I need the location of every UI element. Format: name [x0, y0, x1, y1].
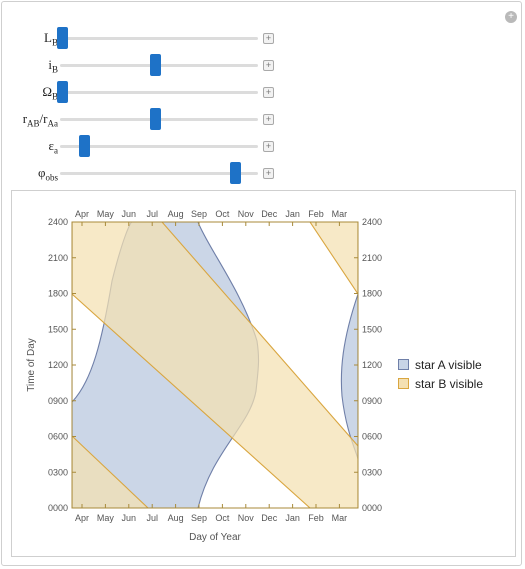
- x-tick-label-top: Sep: [191, 209, 207, 219]
- x-tick-label-bottom: Dec: [261, 513, 278, 523]
- slider-label: ΩB: [42, 84, 58, 102]
- x-tick-label-top: Jul: [146, 209, 158, 219]
- x-tick-label-bottom: Aug: [168, 513, 184, 523]
- y-tick-label-left: 1500: [48, 324, 68, 334]
- slider-thumb[interactable]: [150, 108, 161, 130]
- y-tick-label-left: 0900: [48, 396, 68, 406]
- x-tick-label-bottom: May: [97, 513, 115, 523]
- x-tick-label-top: Apr: [75, 209, 89, 219]
- slider-track[interactable]: [60, 145, 258, 148]
- visibility-bands: [72, 222, 358, 508]
- x-tick-label-top: Oct: [215, 209, 230, 219]
- slider-thumb[interactable]: [57, 81, 68, 103]
- x-tick-label-bottom: Jan: [285, 513, 300, 523]
- x-ticks-bottom: Apr May Jun Jul Aug Sep Oct Nov Dec Jan Feb Mar: [75, 504, 347, 523]
- slider-expand-button[interactable]: +: [263, 141, 274, 152]
- plot-panel: Apr May Jun Jul Aug Sep Oct Nov Dec Jan Feb Mar Apr…: [11, 190, 516, 557]
- y-tick-label-right: 2100: [362, 253, 382, 263]
- slider-row-3: rAB/rAa +: [0, 108, 290, 130]
- y-ticks-left: 0000 0300 0600 0900 1200 1500 1800 2100 2400: [48, 217, 76, 513]
- slider-track[interactable]: [60, 172, 258, 175]
- y-tick-label-left: 2400: [48, 217, 68, 227]
- slider-row-4: εa +: [0, 135, 290, 157]
- slider-row-0: LB +: [0, 27, 290, 49]
- x-ticks-top: Apr May Jun Jul Aug Sep Oct Nov Dec Jan Feb Mar: [75, 209, 347, 226]
- y-tick-label-right: 0600: [362, 432, 382, 442]
- legend: star A visible star B visible: [398, 355, 483, 393]
- slider-thumb[interactable]: [79, 135, 91, 157]
- y-tick-label-left: 1800: [48, 289, 68, 299]
- x-tick-label-bottom: Apr: [75, 513, 89, 523]
- star-b-band-bottom: [72, 435, 149, 508]
- slider-row-5: φobs +: [0, 162, 290, 184]
- y-tick-label-right: 1800: [362, 289, 382, 299]
- x-tick-label-top: Jan: [285, 209, 300, 219]
- x-tick-label-top: Dec: [261, 209, 278, 219]
- y-tick-label-left: 0300: [48, 467, 68, 477]
- y-tick-label-right: 1200: [362, 360, 382, 370]
- legend-swatch-star-a: [398, 359, 409, 370]
- slider-expand-button[interactable]: +: [263, 114, 274, 125]
- legend-item-star-b: star B visible: [398, 374, 483, 393]
- y-tick-label-right: 1500: [362, 324, 382, 334]
- slider-thumb[interactable]: [57, 27, 68, 49]
- y-axis-label: Time of Day: [26, 338, 37, 392]
- visibility-plot: Apr May Jun Jul Aug Sep Oct Nov Dec Jan Feb Mar Apr…: [26, 209, 382, 543]
- y-tick-label-left: 1200: [48, 360, 68, 370]
- legend-swatch-star-b: [398, 378, 409, 389]
- slider-label: φobs: [37, 165, 58, 183]
- x-tick-label-bottom: Sep: [191, 513, 207, 523]
- x-axis-label: Day of Year: [189, 532, 241, 543]
- slider-label: iB: [48, 57, 58, 75]
- y-tick-label-right: 2400: [362, 217, 382, 227]
- slider-label: LB: [44, 30, 58, 48]
- x-tick-label-top: Aug: [168, 209, 184, 219]
- slider-thumb[interactable]: [229, 162, 241, 184]
- y-tick-label-left: 0600: [48, 432, 68, 442]
- y-tick-label-right: 0300: [362, 467, 382, 477]
- slider-thumb[interactable]: [150, 54, 161, 76]
- slider-label: rAB/rAa: [22, 111, 58, 129]
- slider-row-1: iB +: [0, 54, 290, 76]
- x-tick-label-bottom: Feb: [308, 513, 324, 523]
- x-tick-label-bottom: Nov: [238, 513, 255, 523]
- y-tick-label-right: 0000: [362, 503, 382, 513]
- slider-track[interactable]: [60, 91, 258, 94]
- x-tick-label-top: Nov: [238, 209, 255, 219]
- y-tick-label-right: 0900: [362, 396, 382, 406]
- slider-expand-button[interactable]: +: [263, 60, 274, 71]
- slider-expand-button[interactable]: +: [263, 33, 274, 44]
- legend-label-star-b: star B visible: [415, 376, 484, 391]
- x-tick-label-top: Jun: [122, 209, 137, 219]
- x-tick-label-top: May: [97, 209, 115, 219]
- x-tick-label-top: Feb: [308, 209, 324, 219]
- slider-expand-button[interactable]: +: [263, 168, 274, 179]
- y-tick-label-left: 2100: [48, 253, 68, 263]
- legend-label-star-a: star A visible: [415, 357, 482, 372]
- x-tick-label-bottom: Mar: [332, 513, 348, 523]
- slider-expand-button[interactable]: +: [263, 87, 274, 98]
- x-tick-label-bottom: Jun: [122, 513, 137, 523]
- slider-row-2: ΩB +: [0, 81, 290, 103]
- options-button[interactable]: +: [505, 11, 517, 23]
- star-b-band-main: [72, 222, 358, 508]
- slider-label: εa: [48, 138, 58, 156]
- x-tick-label-bottom: Oct: [215, 513, 230, 523]
- legend-item-star-a: star A visible: [398, 355, 483, 374]
- y-ticks-right: 0000 0300 0600 0900 1200 1500 1800 2100 2400: [354, 217, 382, 513]
- y-tick-label-left: 0000: [48, 503, 68, 513]
- star-b-band-corner: [309, 222, 358, 295]
- slider-track[interactable]: [60, 37, 258, 40]
- x-tick-label-bottom: Jul: [146, 513, 158, 523]
- x-tick-label-top: Mar: [332, 209, 348, 219]
